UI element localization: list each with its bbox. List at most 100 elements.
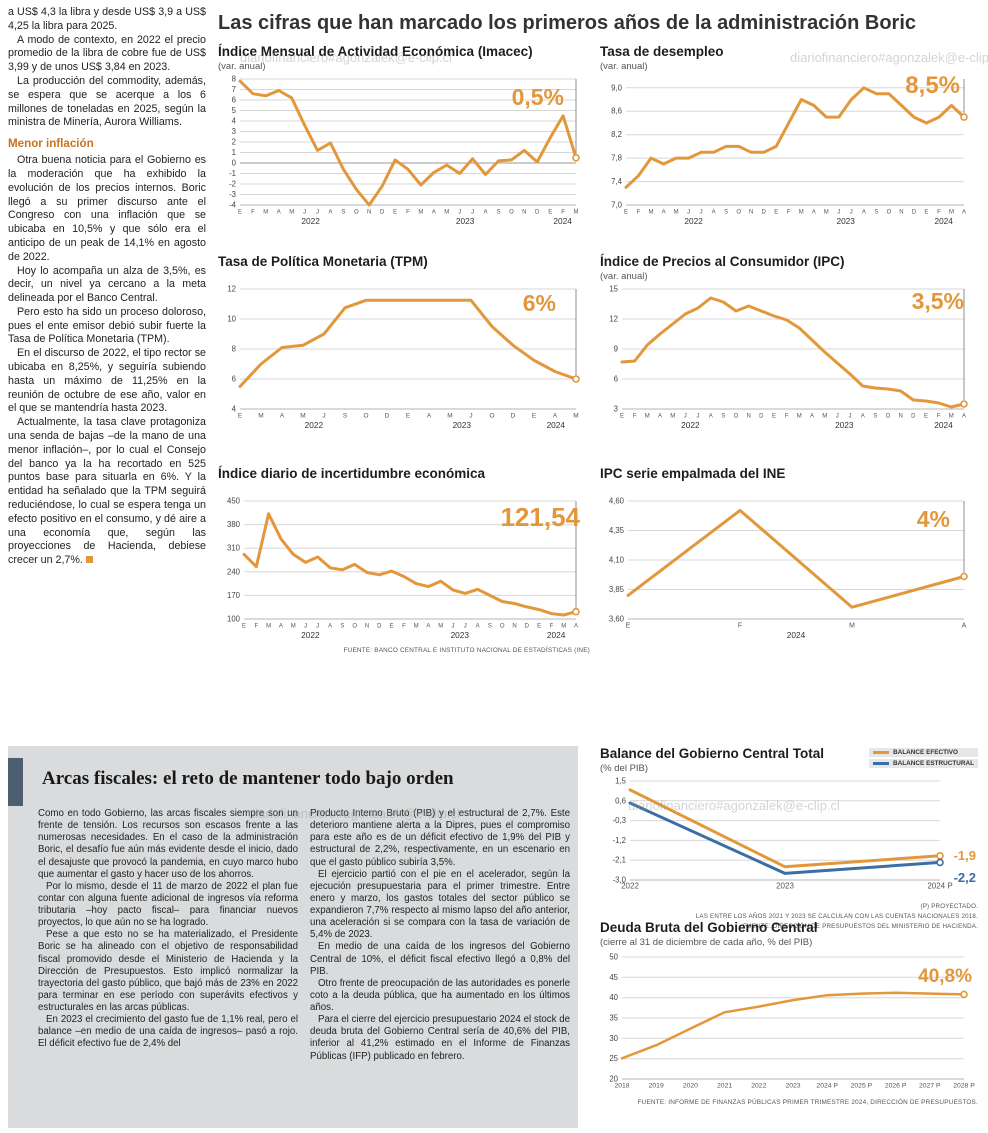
chart-value-label: 3,5%	[911, 288, 964, 314]
chart-title: Índice de Precios al Consumidor (IPC)	[600, 254, 845, 269]
svg-text:F: F	[633, 414, 637, 420]
svg-text:A: A	[712, 210, 716, 216]
svg-text:J: J	[684, 414, 687, 420]
legend-item-efectivo: BALANCE EFECTIVO	[869, 748, 978, 757]
svg-text:2024: 2024	[934, 216, 953, 226]
svg-text:D: D	[525, 624, 530, 630]
article-paragraph-text: Actualmente, la tasa clave protagoniza u…	[8, 416, 206, 567]
svg-text:2028 P: 2028 P	[953, 1083, 975, 1090]
svg-text:E: E	[537, 624, 541, 630]
svg-text:J: J	[303, 210, 306, 216]
chart-tpm: Tasa de Política Monetaria (TPM) 12 10 8 6 4…	[218, 254, 590, 435]
svg-text:2022: 2022	[301, 630, 320, 640]
svg-text:A: A	[553, 413, 558, 420]
svg-text:F: F	[561, 210, 565, 216]
chart-value-label: -1,9	[953, 848, 976, 863]
svg-text:3: 3	[614, 405, 618, 414]
svg-text:D: D	[912, 210, 917, 216]
svg-text:4,10: 4,10	[609, 556, 625, 565]
svg-text:S: S	[496, 210, 500, 216]
article-paragraph: La producción del commodity, además, se …	[8, 74, 206, 129]
incertidumbre-plot: 450 380 310 240 170 100 E F M A M J J A S O N D E F M A M J J A S O…	[218, 495, 590, 645]
svg-text:M: M	[414, 624, 419, 630]
svg-text:A: A	[658, 414, 662, 420]
svg-text:E: E	[406, 413, 411, 420]
chart-value-label: 4%	[916, 506, 950, 532]
fiscal-paragraph: Por lo mismo, desde el 11 de marzo de 20…	[38, 880, 298, 929]
svg-text:J: J	[837, 210, 840, 216]
svg-text:J: J	[316, 210, 319, 216]
svg-text:E: E	[620, 414, 624, 420]
article-paragraph: Actualmente, la tasa clave protagoniza u…	[8, 416, 206, 568]
svg-text:4: 4	[232, 117, 237, 126]
svg-text:A: A	[432, 210, 436, 216]
svg-text:D: D	[385, 413, 390, 420]
svg-text:2024: 2024	[547, 630, 566, 640]
desempleo-plot: 9,0 8,6 8,2 7,8 7,4 7,0 E F M A M J J A S O N D E F M A M J J A S O…	[600, 73, 978, 231]
svg-text:2023: 2023	[835, 420, 854, 430]
svg-text:12: 12	[609, 315, 618, 324]
svg-text:45: 45	[609, 973, 618, 982]
svg-text:2023: 2023	[836, 216, 855, 226]
chart-value-label: 8,5%	[905, 72, 960, 99]
svg-text:M: M	[822, 414, 827, 420]
svg-text:S: S	[488, 624, 492, 630]
svg-text:M: M	[674, 210, 679, 216]
svg-text:2022: 2022	[681, 420, 700, 430]
svg-text:D: D	[380, 210, 385, 216]
svg-text:2: 2	[232, 138, 236, 147]
svg-text:F: F	[402, 624, 406, 630]
page-title: Las cifras que han marcado los primeros …	[218, 12, 916, 34]
fiscal-paragraph: Producto Interno Bruto (PIB) y el estruc…	[310, 808, 570, 868]
svg-text:F: F	[738, 623, 742, 630]
svg-text:2022: 2022	[621, 882, 639, 891]
svg-text:A: A	[962, 210, 966, 216]
svg-text:A: A	[476, 624, 480, 630]
svg-text:E: E	[238, 210, 242, 216]
svg-text:M: M	[574, 210, 579, 216]
svg-text:E: E	[924, 414, 928, 420]
svg-text:3: 3	[232, 127, 236, 136]
svg-text:-1: -1	[229, 169, 236, 178]
chart-title: Tasa de Política Monetaria (TPM)	[218, 254, 428, 269]
svg-text:M: M	[670, 414, 675, 420]
fiscal-paragraph: Como en todo Gobierno, las arcas fiscale…	[38, 808, 298, 880]
svg-text:E: E	[532, 413, 537, 420]
chart-title: Balance del Gobierno Central Total	[600, 746, 825, 761]
chart-desempleo: Tasa de desempleo (var. anual) 9,0 8,6 8,2…	[600, 44, 978, 231]
chart-ipc: Índice de Precios al Consumidor (IPC) (v…	[600, 254, 978, 435]
svg-text:A: A	[810, 414, 814, 420]
chart-deuda-bruta: Deuda Bruta del Gobierno Central (cierre…	[600, 920, 978, 1106]
article-subhead: Menor inflación	[8, 137, 94, 151]
note-line: (P) PROYECTADO.	[920, 903, 978, 910]
svg-text:S: S	[874, 210, 878, 216]
chart-value-label: 6%	[522, 290, 556, 316]
svg-text:J: J	[471, 210, 474, 216]
svg-text:2022: 2022	[305, 420, 324, 430]
svg-text:S: S	[721, 414, 725, 420]
chart-imacec: Índice Mensual de Actividad Económica (I…	[218, 44, 590, 231]
svg-text:A: A	[279, 624, 283, 630]
svg-text:F: F	[785, 414, 789, 420]
svg-text:2023: 2023	[785, 1083, 800, 1090]
svg-text:F: F	[550, 624, 554, 630]
chart-title: Tasa de desempleo	[600, 44, 724, 59]
svg-text:4: 4	[232, 405, 237, 414]
svg-text:2027 P: 2027 P	[919, 1083, 941, 1090]
svg-text:4,60: 4,60	[609, 497, 625, 506]
svg-text:9,0: 9,0	[611, 83, 623, 92]
section-accent-bar	[8, 758, 23, 806]
svg-text:J: J	[850, 210, 853, 216]
svg-text:J: J	[458, 210, 461, 216]
chart-value-label: 121,54	[500, 502, 580, 532]
svg-text:M: M	[824, 210, 829, 216]
svg-text:M: M	[949, 210, 954, 216]
svg-text:A: A	[277, 210, 281, 216]
svg-text:-3,0: -3,0	[613, 876, 627, 885]
svg-text:1: 1	[232, 148, 236, 157]
svg-text:8,2: 8,2	[611, 130, 622, 139]
legend-swatch-efectivo	[873, 751, 890, 754]
svg-text:100: 100	[227, 615, 241, 624]
svg-text:A: A	[962, 623, 967, 630]
svg-text:M: M	[444, 210, 449, 216]
